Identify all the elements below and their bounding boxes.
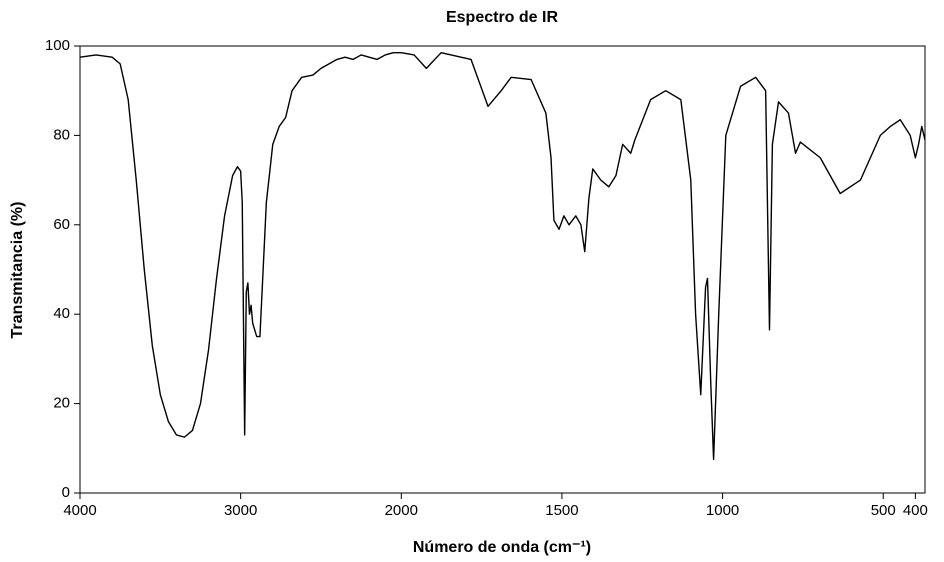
y-tick-label: 20 bbox=[53, 395, 70, 412]
x-tick-label: 400 bbox=[903, 502, 928, 519]
plot-frame bbox=[79, 45, 926, 494]
x-tick-label: 500 bbox=[871, 502, 896, 519]
y-axis-label: Transmitancia (%) bbox=[9, 202, 26, 339]
x-tick-label: 4000 bbox=[63, 502, 96, 519]
x-tick-label: 3000 bbox=[224, 502, 257, 519]
x-tick-label: 2000 bbox=[385, 502, 418, 519]
y-tick-label: 100 bbox=[45, 37, 70, 54]
y-tick-label: 80 bbox=[53, 126, 70, 143]
spectrum-line bbox=[79, 52, 926, 461]
chart-title: Espectro de IR bbox=[446, 9, 558, 26]
x-tick-label: 1500 bbox=[545, 502, 578, 519]
y-tick-label: 60 bbox=[53, 216, 70, 233]
x-tick-label: 1000 bbox=[706, 502, 739, 519]
y-tick-label: 0 bbox=[62, 484, 70, 501]
x-axis-label: Número de onda (cm⁻¹) bbox=[413, 539, 591, 556]
y-tick-label: 40 bbox=[53, 305, 70, 322]
